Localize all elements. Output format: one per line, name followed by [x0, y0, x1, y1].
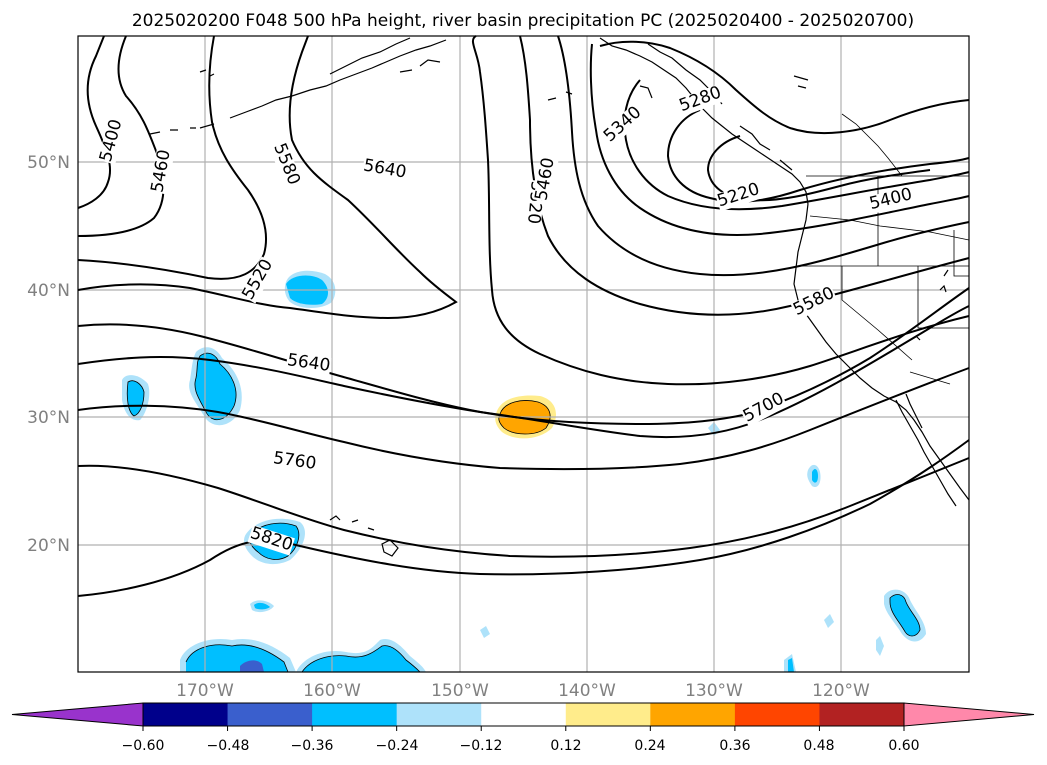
colorbar-tick-label: 0.48: [803, 738, 834, 754]
lat-label: 30°N: [27, 408, 70, 428]
colorbar-cell: [734, 703, 820, 726]
lon-label: 170°W: [176, 681, 234, 701]
colorbar-tick-label: −0.36: [291, 738, 334, 754]
map-panel: 5400 5460 5580 5640 5520 5520 5460 5340 …: [77, 35, 970, 673]
colorbar-tick-label: 0.12: [550, 738, 581, 754]
colorbar-frame: [142, 702, 905, 727]
lat-label: 20°N: [27, 536, 70, 556]
colorbar-cells: [143, 703, 905, 726]
lat-label: 50°N: [27, 153, 70, 173]
colorbar-cell: [819, 703, 905, 726]
lon-label: 150°W: [431, 681, 489, 701]
colorbar-tickmarks: [142, 726, 905, 731]
lon-label: 130°W: [685, 681, 743, 701]
colorbar-cell: [143, 703, 229, 726]
colorbar: −0.60 −0.48 −0.36 −0.24 −0.12 0.12 0.24 …: [11, 702, 1035, 754]
colorbar-tick-label: 0.36: [719, 738, 750, 754]
colorbar-tick-label: −0.12: [460, 738, 503, 754]
colorbar-arrow-right: [903, 702, 1035, 727]
colorbar-tick-label: −0.60: [122, 738, 165, 754]
latitude-labels: 50°N 40°N 30°N 20°N: [27, 153, 70, 556]
colorbar-ticks: −0.60 −0.48 −0.36 −0.24 −0.12 0.12 0.24 …: [122, 738, 920, 754]
lat-label: 40°N: [27, 281, 70, 301]
colorbar-cell: [227, 703, 313, 726]
lon-label: 120°W: [812, 681, 870, 701]
colorbar-cell: [396, 703, 482, 726]
colorbar-cell: [481, 703, 567, 726]
colorbar-arrow-left: [11, 702, 144, 727]
colorbar-tick-label: −0.24: [376, 738, 419, 754]
political-borders: [800, 113, 970, 385]
colorbar-cell: [650, 703, 736, 726]
longitude-labels: 170°W 160°W 150°W 140°W 130°W 120°W: [176, 681, 870, 701]
map-frame: [77, 35, 970, 673]
map-title: 2025020200 F048 500 hPa height, river ba…: [132, 11, 914, 31]
colorbar-cell: [565, 703, 651, 726]
colorbar-tick-label: 0.24: [634, 738, 665, 754]
colorbar-tick-label: 0.60: [888, 738, 919, 754]
gridlines: [78, 36, 969, 672]
lon-label: 140°W: [558, 681, 616, 701]
colorbar-cell: [312, 703, 398, 726]
lon-label: 160°W: [303, 681, 361, 701]
colorbar-tick-label: −0.48: [207, 738, 250, 754]
